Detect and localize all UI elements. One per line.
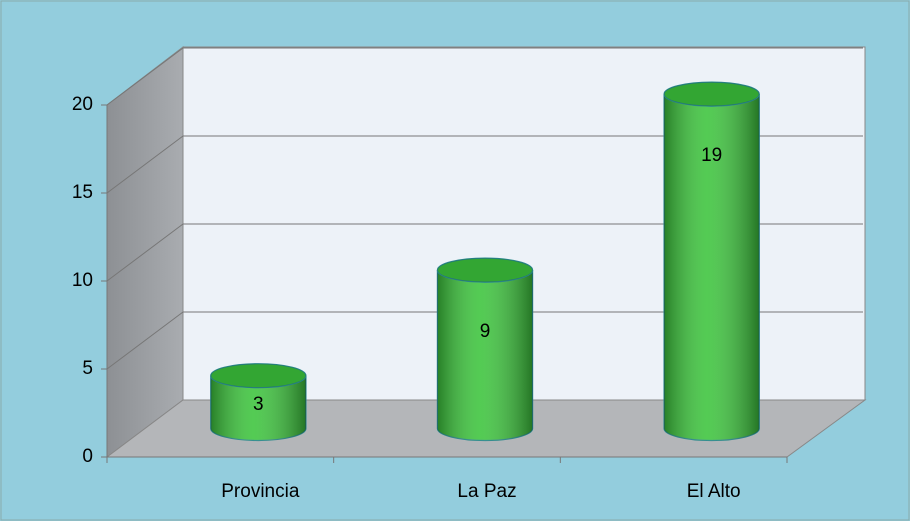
y-tick-label: 15	[72, 182, 93, 203]
cylinder-top-shade	[437, 258, 533, 283]
grid-line	[106, 311, 184, 370]
grid-line	[106, 223, 184, 282]
cylinder-top	[436, 257, 534, 283]
data-label: 3	[253, 394, 264, 415]
cylinder-shade	[210, 375, 306, 441]
y-tick-label: 0	[82, 446, 93, 467]
grid-line	[106, 135, 184, 194]
grid-line	[106, 47, 184, 106]
cylinder-top	[663, 81, 760, 107]
y-tick-label: 10	[72, 270, 93, 291]
x-tick-label: El Alto	[687, 481, 741, 502]
cylinder	[210, 363, 307, 442]
cylinder-shade	[664, 94, 760, 441]
data-label: 19	[701, 145, 722, 166]
cylinder-top	[210, 363, 307, 389]
cylinder-top-shade	[210, 363, 306, 388]
x-tick-label: Provincia	[221, 481, 300, 502]
cylinder	[663, 81, 760, 442]
x-tick-label: La Paz	[457, 481, 516, 502]
cylinder-top-shade	[664, 82, 760, 107]
y-tick-label: 5	[82, 358, 93, 379]
data-label: 9	[480, 321, 491, 342]
y-tick-label: 20	[72, 94, 93, 115]
cylinder	[436, 257, 534, 442]
cylinder-shade	[437, 270, 533, 441]
